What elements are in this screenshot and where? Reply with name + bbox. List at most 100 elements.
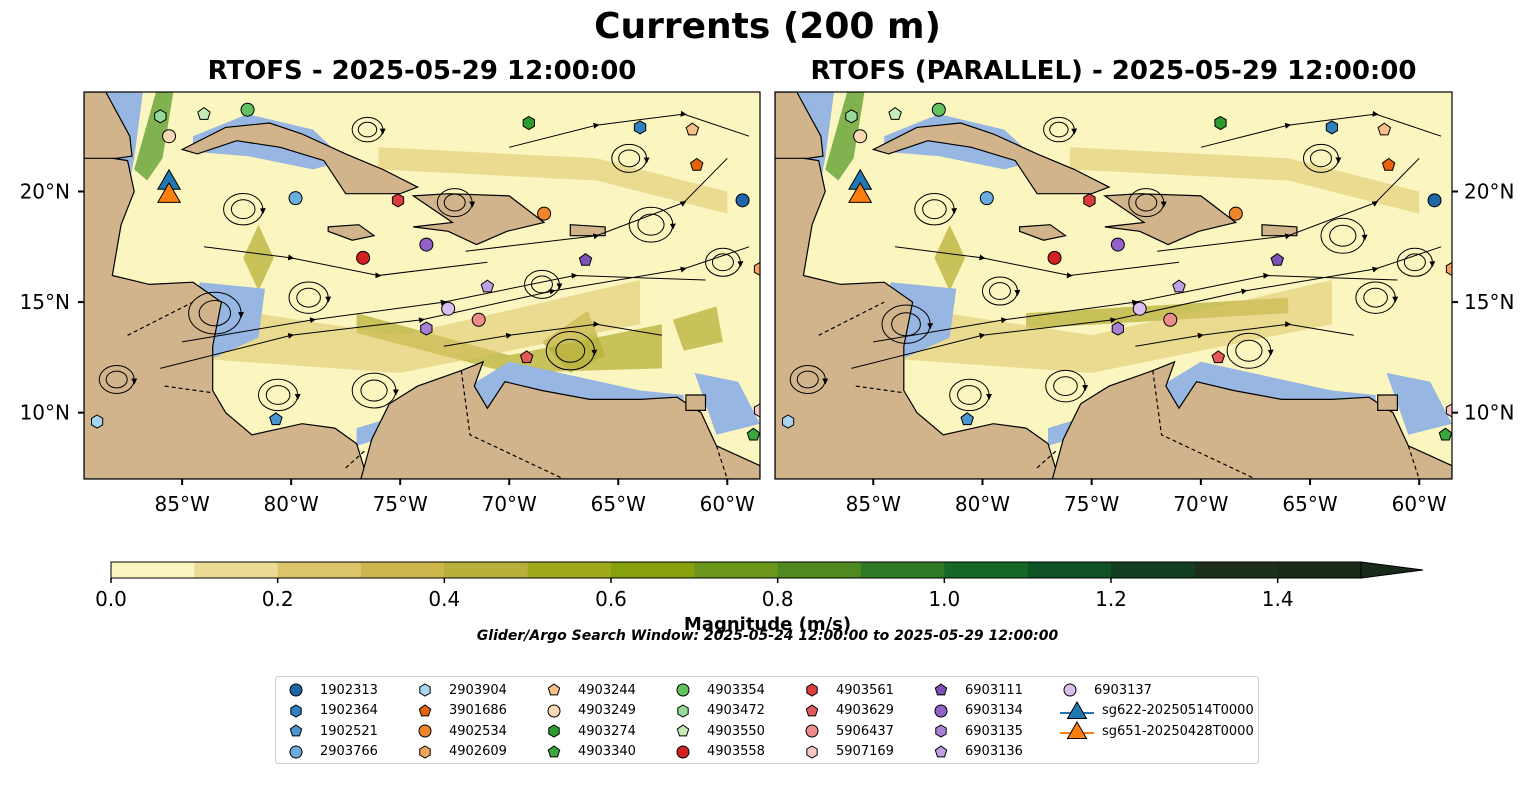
platform-marker-1902313 — [1427, 193, 1442, 208]
legend-label: 6903134 — [965, 703, 1023, 718]
border-line — [1036, 449, 1058, 469]
eddy-streamline — [891, 312, 921, 337]
platform-marker-4903558 — [356, 250, 371, 265]
platform-marker-4903629 — [519, 350, 534, 364]
rtofs-map: 85°W 80°W 75°W 70°W 65°W 60°W 10°N 15°N 20°N — [20, 91, 761, 516]
colorbar-tick-label: 0.4 — [428, 587, 460, 611]
legend-item-6903111: 6903111 — [931, 681, 1023, 699]
legend-hexagon-marker — [677, 703, 689, 718]
legend-label: 6903111 — [965, 682, 1023, 698]
legend-label: 1902521 — [320, 723, 378, 739]
legend-label: sg622-20250514T0000 — [1102, 703, 1254, 718]
legend-item-2903904: 2903904 — [415, 681, 507, 699]
legend-marker-icon — [418, 724, 432, 738]
figure-title: Currents (200 m) — [594, 6, 941, 47]
eddy-streamline — [1049, 121, 1069, 138]
legend-marker-icon — [934, 704, 948, 717]
legend-hexagon-marker — [419, 744, 431, 759]
platform-marker-2903766 — [979, 191, 994, 206]
flow-streamline — [1157, 157, 1420, 252]
platform-marker-4903244 — [1377, 122, 1392, 136]
platform-marker-4903629 — [1211, 350, 1226, 364]
legend-pentagon-marker — [418, 703, 432, 716]
lat-tick-label: 10°N — [1464, 401, 1514, 425]
lon-tick-label: 80°W — [264, 492, 319, 516]
legend-item-3901686: 3901686 — [415, 702, 507, 720]
platform-marker-4903340 — [1438, 427, 1452, 441]
eddy-streamline — [265, 385, 291, 405]
lon-tick-label: 60°W — [700, 492, 755, 516]
colorbar: 0.0 0.2 0.4 0.6 0.8 1.0 1.2 1.4 — [95, 561, 1424, 611]
legend-label: 6903135 — [965, 723, 1023, 739]
platform-marker-4903340 — [746, 427, 760, 441]
border-line — [715, 445, 728, 479]
legend-label: 5907169 — [836, 744, 894, 759]
legend-marker-icon — [290, 703, 302, 718]
legend-label: 4903274 — [578, 723, 636, 739]
platform-marker-4903354 — [240, 102, 255, 117]
streamlines — [98, 110, 750, 412]
lon-tick-label: 80°W — [955, 492, 1010, 516]
legend-circle-marker — [289, 745, 303, 758]
platform-marker-1902521 — [269, 412, 283, 426]
platform-marker-2903766 — [288, 191, 303, 206]
platform-marker-1902364 — [633, 120, 647, 135]
legend-item-4903472: 4903472 — [673, 702, 765, 720]
legend-circle-marker — [418, 724, 432, 738]
platform-legend: 1902313 1902364 1902521 2903766 2903904 39016… — [275, 676, 1259, 764]
legend-pentagon-marker — [547, 744, 561, 757]
legend-pentagon-marker — [547, 683, 561, 696]
platform-marker-6903136 — [1172, 279, 1186, 293]
lat-tick-label: 20°N — [1464, 180, 1514, 204]
land-south-america — [1051, 360, 1452, 479]
legend-pentagon-marker — [676, 724, 690, 737]
flow-streamline — [443, 321, 662, 347]
left-panel-title: RTOFS - 2025-05-29 12:00:00 — [207, 56, 637, 86]
platform-marker-4903274 — [522, 115, 535, 131]
platform-marker-6903136 — [480, 279, 495, 293]
platform-marker-3901686 — [1381, 157, 1396, 171]
platform-marker-3901686 — [690, 157, 704, 171]
legend-marker-icon — [934, 683, 948, 696]
platform-marker-6903137 — [1132, 301, 1147, 316]
speed-patch — [378, 147, 728, 214]
colorbar-segment — [444, 562, 529, 578]
legend-marker-icon — [419, 683, 431, 697]
flow-streamline — [873, 272, 1398, 343]
platform-marker-1902521 — [960, 412, 974, 426]
lon-tick-label: 85°W — [846, 492, 901, 516]
legend-marker-icon — [1060, 720, 1094, 739]
eddy-streamline — [360, 379, 388, 402]
search-window-text: Glider/Argo Search Window: 2025-05-24 12… — [476, 628, 1059, 644]
legend-label: 4903249 — [578, 703, 636, 718]
eddy-streamline — [1053, 376, 1078, 397]
map-frame — [774, 91, 1453, 480]
legend-marker-icon — [805, 724, 819, 738]
legend-marker-icon — [547, 704, 561, 717]
legend-label: 1902364 — [320, 703, 378, 718]
colorbar-segment — [361, 562, 445, 578]
platform-marker-4902534 — [537, 206, 552, 221]
map-frame — [83, 91, 761, 480]
legend-item-6903136: 6903136 — [931, 743, 1023, 761]
land-jamaica — [1019, 224, 1067, 241]
flow-streamline — [1200, 110, 1442, 148]
legend-marker-icon — [676, 724, 690, 737]
legend-hexagon-marker — [806, 744, 818, 759]
eddy-streamline — [1403, 253, 1426, 272]
colorbar-segment — [1027, 562, 1112, 578]
colorbar-segment — [694, 562, 779, 578]
border-line — [164, 385, 213, 394]
platform-marker-1902313 — [735, 193, 750, 208]
land-trinidad — [685, 394, 707, 411]
legend-circle-marker — [805, 724, 819, 738]
legend-label: 4903561 — [836, 682, 894, 698]
map-panels: 85°W 80°W 75°W 70°W 65°W 60°W 10°N 15°N 20°N 85°… — [20, 91, 1514, 516]
platform-marker-4903550 — [888, 106, 902, 120]
legend-pentagon-marker — [934, 683, 948, 696]
platform-marker-1902364 — [1325, 120, 1338, 135]
legend-marker-icon — [289, 683, 303, 697]
flow-streamline — [509, 110, 750, 148]
platform-markers — [782, 102, 1452, 441]
colorbar-segment — [777, 562, 862, 578]
